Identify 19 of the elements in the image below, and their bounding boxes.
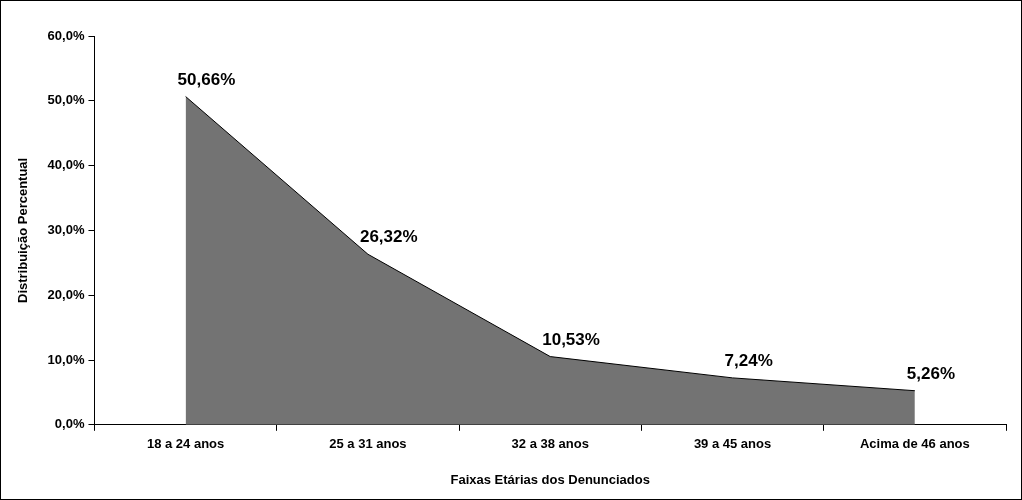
- data-label: 5,26%: [906, 363, 956, 383]
- data-label: 50,66%: [177, 69, 236, 89]
- y-tick-label: 0,0%: [54, 416, 85, 432]
- x-tick-label: Acima de 46 anos: [859, 436, 970, 452]
- y-tick-label: 20,0%: [47, 286, 85, 302]
- y-tick-label: 10,0%: [47, 351, 85, 367]
- x-axis-title: Faixas Etárias dos Denunciados: [450, 471, 650, 487]
- y-tick-label: 40,0%: [47, 157, 85, 173]
- y-axis-title: Distribuição Percentual: [15, 157, 31, 304]
- data-label: 7,24%: [724, 351, 773, 371]
- y-tick-label: 30,0%: [47, 221, 85, 237]
- x-tick-label: 39 a 45 anos: [693, 436, 772, 452]
- data-label: 26,32%: [359, 227, 418, 247]
- data-label: 10,53%: [542, 329, 600, 349]
- x-tick-label: 18 a 24 anos: [146, 436, 225, 452]
- x-tick-label: 32 a 38 anos: [511, 436, 589, 452]
- x-tick-label: 25 a 31 anos: [329, 436, 407, 452]
- y-tick-label: 50,0%: [47, 92, 85, 108]
- y-tick-label: 60,0%: [47, 27, 85, 43]
